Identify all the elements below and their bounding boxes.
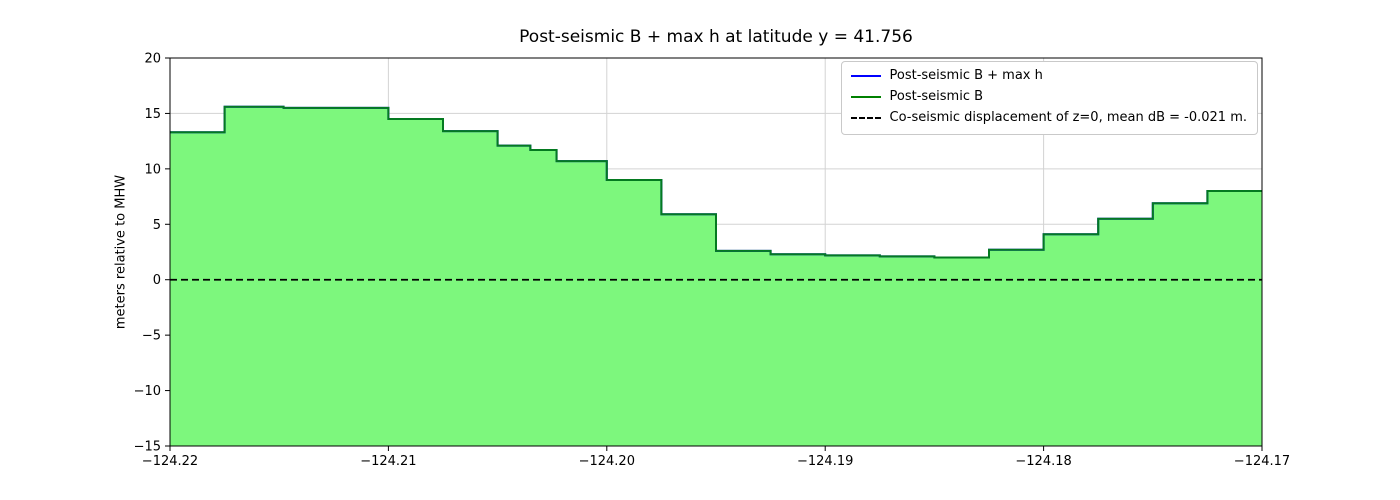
legend-line-green-icon (850, 96, 881, 99)
x-tick-label: −124.21 (360, 454, 416, 469)
line-post-seismic-b (170, 105, 1262, 259)
y-tick-label: 0 (153, 273, 161, 288)
y-tick-label: −10 (134, 384, 161, 399)
legend-label-co-seismic: Co-seismic displacement of z=0, mean dB … (889, 109, 1248, 125)
legend-label-post-seismic-b: Post-seismic B (889, 88, 984, 104)
y-tick-label: 10 (144, 162, 161, 177)
legend-line-dashed-icon (850, 117, 881, 120)
legend-item-post-seismic-b: Post-seismic B (850, 88, 1248, 105)
x-tick-label: −124.17 (1234, 454, 1290, 469)
y-tick-label: 20 (144, 52, 161, 67)
y-tick-label: −5 (142, 329, 161, 344)
y-tick-label: −15 (134, 440, 161, 455)
x-tick-label: −124.22 (142, 454, 198, 469)
x-tick-label: −124.19 (797, 454, 853, 469)
y-tick-label: 5 (153, 218, 161, 233)
legend-item-co-seismic: Co-seismic displacement of z=0, mean dB … (850, 109, 1248, 126)
x-tick-label: −124.20 (579, 454, 635, 469)
x-tick-label: −124.18 (1015, 454, 1071, 469)
axes-frame (169, 57, 1263, 447)
post-seismic-b-fill-area (170, 106, 1262, 446)
legend-line-blue-icon (850, 75, 881, 78)
legend-label-b-plus-max-h: Post-seismic B + max h (889, 68, 1043, 83)
y-tick-label: 15 (144, 107, 161, 122)
legend-item-b-plus-max-h: Post-seismic B + max h (850, 68, 1248, 84)
legend: Post-seismic B + max h Post-seismic B Co… (840, 61, 1258, 135)
chart-title: Post-seismic B + max h at latitude y = 4… (519, 27, 913, 47)
